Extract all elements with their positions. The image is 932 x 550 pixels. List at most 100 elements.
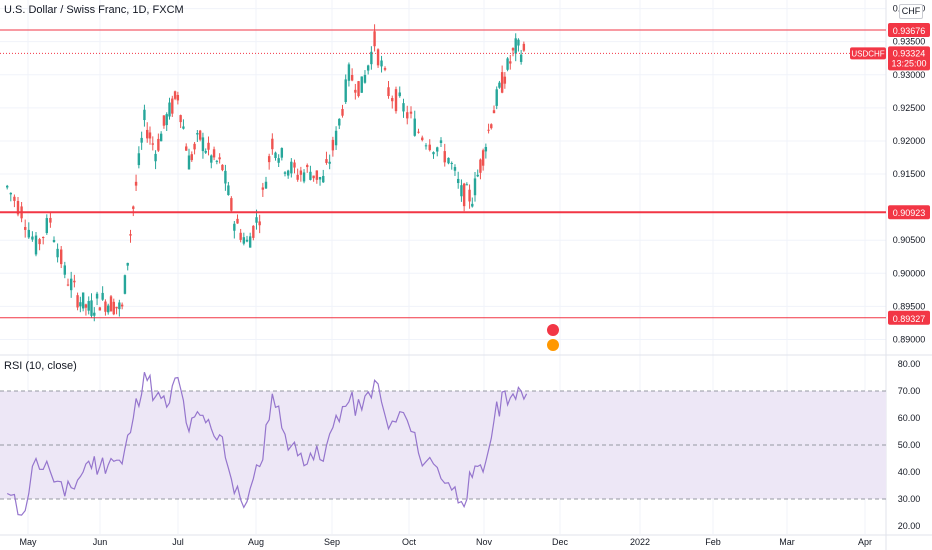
candle-down [120,304,124,307]
candle-up [56,248,59,258]
candle-up [347,64,351,81]
candle-up [45,218,48,234]
candle-down [218,157,221,160]
candle-down [190,154,193,161]
candle-down [73,280,76,283]
candle-down [492,110,496,114]
candle-down [331,139,335,151]
candle-up [204,150,207,153]
time-axis-label: Dec [552,537,569,547]
candle-up [290,161,293,174]
candle-up [187,155,191,170]
candle-up [450,162,453,164]
candle-up [456,178,460,184]
candle-down [148,132,152,139]
candle-down [490,124,493,129]
candle-down [171,98,174,114]
candle-up [473,178,477,196]
countdown-label: 13:25:00 [891,58,926,68]
candle-up [328,161,331,164]
candle-up [471,203,474,207]
candle-down [66,284,70,286]
candle-down [112,301,115,315]
candle-up [227,185,230,196]
candle-down [354,89,357,93]
level-price-label: 0.89327 [893,314,926,324]
candle-down [383,68,387,70]
candle-down [60,249,63,265]
candle-down [115,306,118,309]
candle-down [236,218,239,224]
candle-up [439,140,443,143]
candle-up [274,152,277,158]
candle-down [417,131,420,133]
time-axis-label: Nov [476,537,493,547]
candle-up [380,60,383,67]
candle-up [9,192,12,195]
level-price-label: 0.93676 [893,26,926,36]
candle-up [277,158,280,163]
price-axis-tick: 0.93500 [893,37,926,47]
candle-up [453,167,457,171]
candle-up [255,217,258,223]
candle-up [245,239,249,242]
candle-down [230,198,233,211]
currency-button[interactable]: CHF [899,4,923,19]
candle-up [402,103,405,112]
candle-up [309,171,312,180]
candle-up [215,160,219,162]
candle-up [101,292,104,300]
candle-down [387,87,390,97]
time-axis-label: Jul [172,537,184,547]
candle-down [468,189,471,202]
candle-down [49,217,52,223]
candle-up [168,102,171,117]
candle-up [519,54,523,62]
candle-down [409,111,413,114]
candle-down [261,187,265,190]
candle-up [154,153,157,162]
rsi-axis-tick: 50.00 [898,440,921,450]
level-price-tag [888,205,930,220]
candle-up [264,181,268,189]
candle-up [233,223,236,231]
candle-down [357,81,360,97]
candle-up [95,293,99,299]
candle-down [306,165,309,168]
candle-up [460,185,463,197]
candle-down [376,49,380,66]
candle-down [146,129,149,139]
candle-down [179,115,182,123]
candle-down [296,174,299,180]
time-axis-label: Oct [402,537,417,547]
candle-up [6,185,9,188]
candle-up [182,126,185,129]
candle-down [341,108,344,116]
candle-up [143,109,146,121]
candle-up [79,302,82,307]
candle-down [221,164,224,171]
candle-up [413,118,416,136]
candle-down [271,138,274,150]
candle-down [198,130,202,140]
time-axis-label: Mar [779,537,795,547]
last-price-label: 0.93324 [893,48,926,58]
candle-down [42,237,45,239]
candle-down [76,295,79,308]
candle-up [363,74,367,83]
candle-up [283,172,287,174]
rsi-title: RSI (10, close) [4,360,77,372]
candle-down [132,206,135,209]
time-axis-label: Jun [93,537,108,547]
price-axis-tick: 0.93000 [893,70,926,80]
candle-down [509,61,512,64]
candle-up [224,170,227,184]
price-axis-tick: 0.90000 [893,268,926,278]
candle-down [109,296,113,312]
candle-down [162,115,166,126]
candle-up [126,262,129,266]
candle-up [165,114,168,126]
candle-up [286,170,290,176]
candle-up [484,146,488,152]
candle-up [137,153,141,166]
